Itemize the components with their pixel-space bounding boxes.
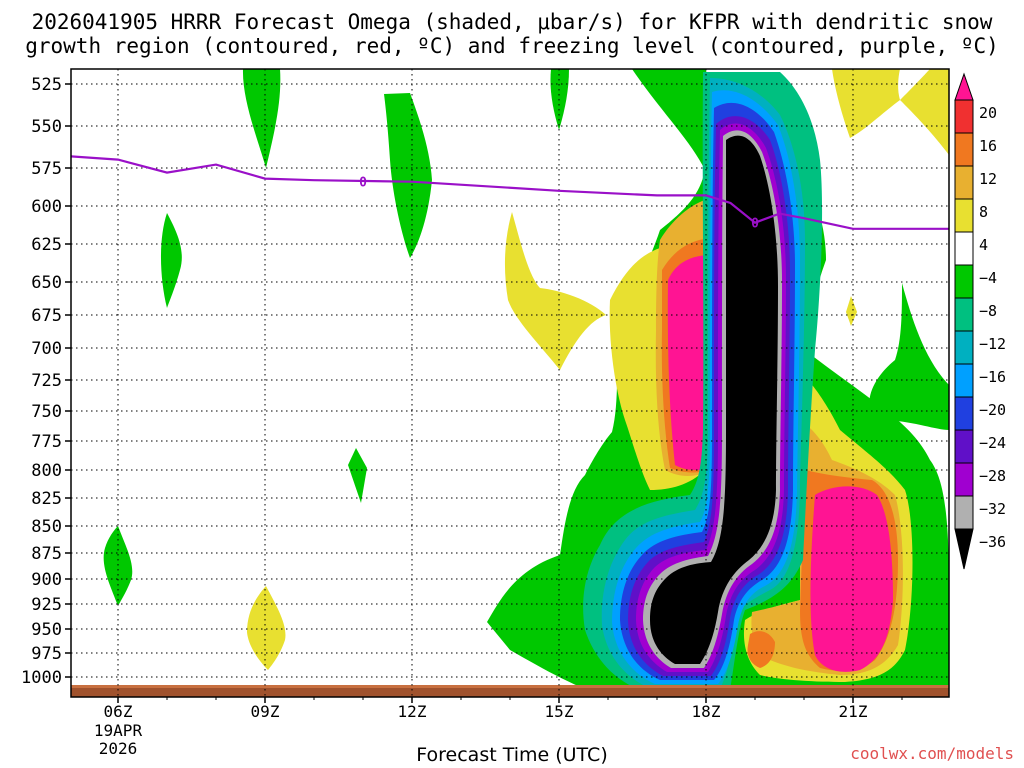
shade-green-11z <box>348 448 367 503</box>
shade-green-12z <box>384 93 432 258</box>
colorbar-label: −36 <box>979 533 1006 551</box>
y-tick-label: 550 <box>31 117 62 137</box>
colorbar-label: 20 <box>979 104 997 122</box>
y-tick-label: 800 <box>31 461 62 481</box>
colorbar-segment <box>954 363 974 398</box>
shade-yellow-09z-low <box>247 586 286 670</box>
freezing-level-contour: 00 <box>71 155 949 232</box>
shade-orange-2015z-small <box>747 631 775 668</box>
freezing-level-label: 0 <box>359 176 367 191</box>
colorbar-segment <box>954 198 974 233</box>
h-gridlines <box>71 83 949 678</box>
colorbar-label: 16 <box>979 137 997 155</box>
colorbar-label: 8 <box>979 203 988 221</box>
credit-link[interactable]: coolwx.com/models <box>850 744 1014 763</box>
shade-green-top-09z <box>242 69 281 168</box>
colorbar-bottom-arrow <box>954 528 974 570</box>
x-date-line2: 2026 <box>99 739 138 758</box>
ground-strip <box>71 687 949 697</box>
shade-yellow-1430z <box>504 212 606 370</box>
chart-title-line2: growth region (contoured, red, ºC) and f… <box>25 34 999 58</box>
y-tick-label: 900 <box>31 570 62 590</box>
x-tick-label: 12Z <box>398 702 427 721</box>
ground-highlight <box>71 685 949 688</box>
colorbar-label: −12 <box>979 335 1006 353</box>
colorbar-top-arrow <box>954 72 974 101</box>
colorbar-label: −32 <box>979 500 1006 518</box>
colorbar-label: 12 <box>979 170 997 188</box>
colorbar-label: −28 <box>979 467 1006 485</box>
y-tick-label: 925 <box>31 595 62 615</box>
colorbar-segment <box>954 264 974 299</box>
y-tick-label: 950 <box>31 620 62 640</box>
chart-title-line1: 2026041905 HRRR Forecast Omega (shaded, … <box>31 10 993 34</box>
x-tick-label: 21Z <box>839 702 868 721</box>
y-tick-label: 625 <box>31 235 62 255</box>
colorbar-label: −20 <box>979 401 1006 419</box>
colorbar-label: −8 <box>979 302 997 320</box>
colorbar-label: −16 <box>979 368 1006 386</box>
colorbar-label: 4 <box>979 236 988 254</box>
x-tick-label: 06Z <box>104 702 133 721</box>
colorbar: 20 16 12 8 4 −4 −8 −12 −16 −20 −24 −28 −32 −36 <box>954 72 1006 570</box>
x-date-line1: 19APR <box>94 721 143 740</box>
shade-green-2230z <box>869 283 949 430</box>
colorbar-segment <box>954 231 974 266</box>
x-tick-label: 09Z <box>251 702 280 721</box>
x-tick-label: 15Z <box>545 702 574 721</box>
y-tick-label: 675 <box>31 306 62 326</box>
shade-green-06z-low <box>103 526 133 606</box>
y-tick-label: 525 <box>31 75 62 95</box>
freezing-level-label: 0 <box>751 217 759 232</box>
x-axis-title: Forecast Time (UTC) <box>416 744 608 766</box>
shade-green-07z <box>160 213 182 308</box>
y-tick-label: 725 <box>31 371 62 391</box>
shade-yellow-2130z-top <box>832 69 949 155</box>
y-tick-label: 600 <box>31 197 62 217</box>
colorbar-segment <box>954 330 974 365</box>
colorbar-segment <box>954 99 974 134</box>
colorbar-segment <box>954 132 974 167</box>
y-tick-label: 1000 <box>21 668 62 688</box>
shade-black-core <box>650 135 778 665</box>
shade-green-15z-top <box>550 69 569 130</box>
colorbar-label: −24 <box>979 434 1006 452</box>
omega-field <box>71 69 949 697</box>
y-tick-label: 650 <box>31 273 62 293</box>
colorbar-segment <box>954 429 974 464</box>
colorbar-segment <box>954 462 974 497</box>
shade-white-2130z-top <box>898 69 930 100</box>
shade-pink-left-lobe <box>667 255 712 471</box>
y-tick-label: 850 <box>31 517 62 537</box>
x-axis: 06Z 09Z 12Z 15Z 18Z 21Z <box>104 697 903 721</box>
y-tick-label: 775 <box>31 432 62 452</box>
colorbar-segment <box>954 165 974 200</box>
y-tick-label: 575 <box>31 159 62 179</box>
y-tick-label: 875 <box>31 544 62 564</box>
y-axis: 525 550 575 600 625 650 675 700 725 750 775 800 825 8… <box>21 75 71 688</box>
x-tick-label: 18Z <box>692 702 721 721</box>
y-tick-label: 975 <box>31 644 62 664</box>
colorbar-segment <box>954 495 974 530</box>
shade-yellow-2045z-small <box>846 296 857 326</box>
colorbar-segment <box>954 297 974 332</box>
freezing-level-line <box>71 155 949 230</box>
y-tick-label: 750 <box>31 402 62 422</box>
y-tick-label: 700 <box>31 339 62 359</box>
colorbar-label: −4 <box>979 269 997 287</box>
y-tick-label: 825 <box>31 489 62 509</box>
colorbar-segment <box>954 396 974 431</box>
